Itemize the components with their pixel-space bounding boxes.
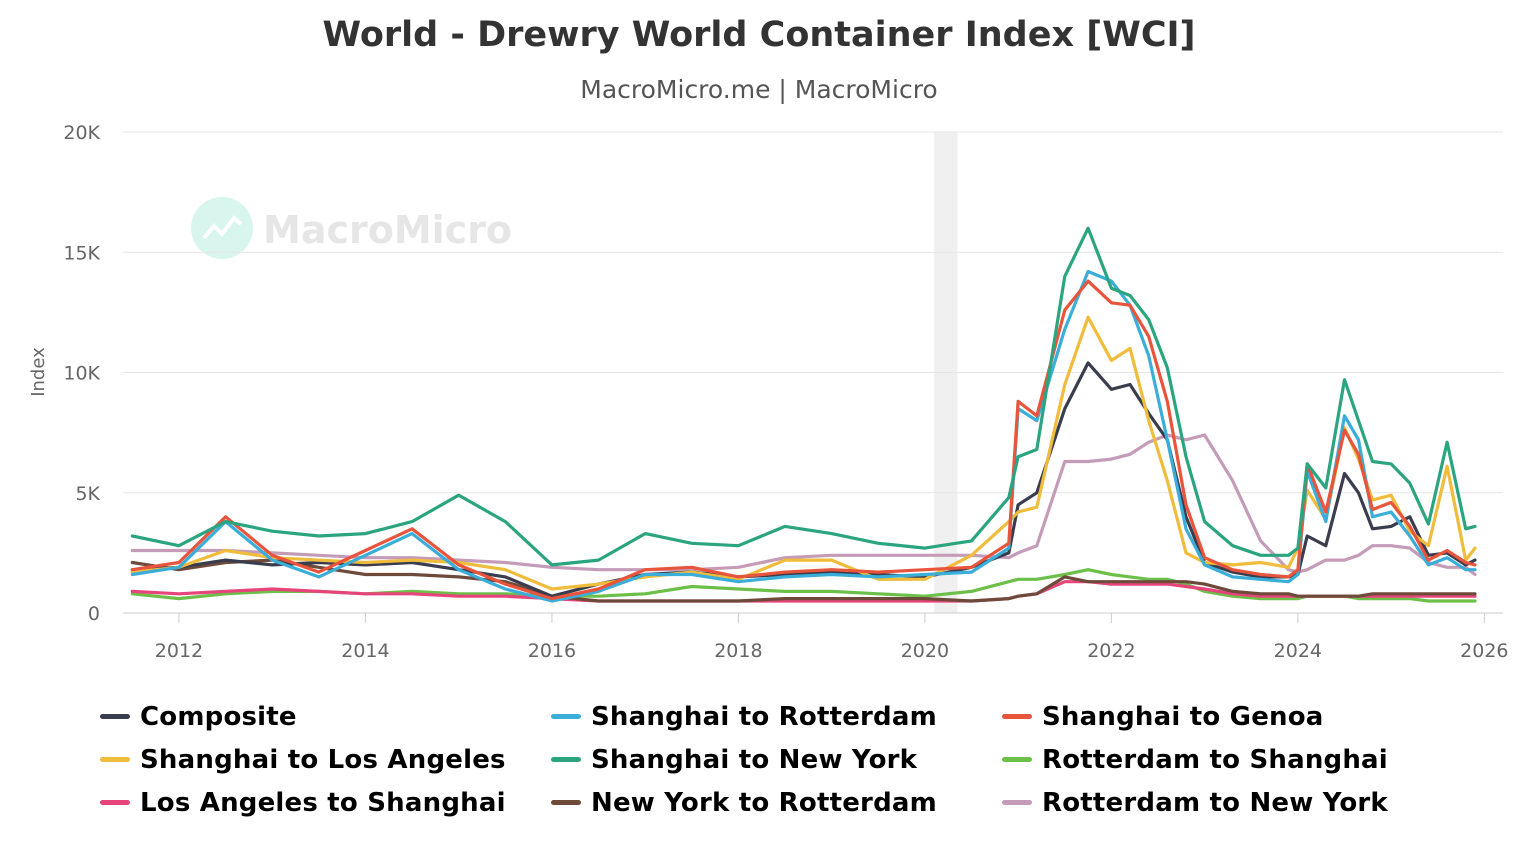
legend-label-los-angeles-shanghai: Los Angeles to Shanghai — [140, 787, 506, 818]
legend-label-new-york-rotterdam: New York to Rotterdam — [591, 787, 937, 818]
x-axis-ticks: 2012 2014 2016 2018 2020 2022 2024 2026 — [155, 613, 1509, 662]
watermark-text: MacroMicro — [263, 208, 512, 252]
chart-svg: World - Drewry World Container Index [WC… — [28, 15, 1509, 662]
series-line-shanghai-to-new-york — [130, 226, 1477, 567]
x-tick-label: 2026 — [1460, 640, 1508, 662]
y-axis-label: Index — [28, 347, 49, 397]
series-line-rotterdam-to-new-york — [130, 433, 1477, 577]
legend-swatch-los-angeles-shanghai — [100, 800, 130, 805]
legend-item-shanghai-rotterdam[interactable]: Shanghai to Rotterdam — [551, 698, 1002, 735]
legend-item-shanghai-new-york[interactable]: Shanghai to New York — [551, 741, 1002, 778]
legend-item-shanghai-genoa[interactable]: Shanghai to Genoa — [1002, 698, 1453, 735]
legend-item-rotterdam-shanghai[interactable]: Rotterdam to Shanghai — [1002, 741, 1453, 778]
legend-label-shanghai-los-angeles: Shanghai to Los Angeles — [140, 744, 506, 775]
legend-label-shanghai-rotterdam: Shanghai to Rotterdam — [591, 701, 937, 732]
x-tick-label: 2018 — [714, 640, 762, 662]
gridlines — [123, 131, 1503, 494]
y-tick-label: 10K — [63, 363, 100, 385]
legend-swatch-composite — [100, 714, 130, 719]
legend-swatch-new-york-rotterdam — [551, 800, 581, 805]
y-tick-label: 20K — [63, 122, 100, 144]
y-axis-ticks: 0 5K 10K 15K 20K — [63, 122, 100, 625]
watermark-logo-icon — [191, 197, 253, 259]
x-tick-label: 2014 — [341, 640, 389, 662]
legend-label-rotterdam-shanghai: Rotterdam to Shanghai — [1042, 744, 1388, 775]
y-tick-label: 15K — [63, 242, 100, 264]
legend-swatch-rotterdam-new-york — [1002, 800, 1032, 805]
legend-item-shanghai-los-angeles[interactable]: Shanghai to Los Angeles — [100, 741, 551, 778]
legend-label-composite: Composite — [140, 701, 297, 732]
x-tick-label: 2022 — [1087, 640, 1135, 662]
y-tick-label: 5K — [75, 483, 100, 505]
y-tick-label: 0 — [88, 603, 100, 625]
legend-swatch-shanghai-rotterdam — [551, 714, 581, 719]
legend-label-shanghai-new-york: Shanghai to New York — [591, 744, 918, 775]
watermark: MacroMicro — [191, 197, 512, 259]
watermark-trend-icon — [202, 215, 243, 240]
legend-label-rotterdam-new-york: Rotterdam to New York — [1042, 787, 1388, 818]
series-line-shanghai-to-rotterdam — [130, 269, 1477, 603]
series-line-shanghai-to-genoa — [130, 279, 1477, 601]
series-lines — [130, 226, 1477, 603]
series-line-shanghai-to-los-angeles — [130, 315, 1477, 591]
x-tick-label: 2020 — [901, 640, 949, 662]
legend-item-new-york-rotterdam[interactable]: New York to Rotterdam — [551, 784, 1002, 821]
x-tick-label: 2012 — [155, 640, 203, 662]
legend-swatch-rotterdam-shanghai — [1002, 757, 1032, 762]
legend-item-los-angeles-shanghai[interactable]: Los Angeles to Shanghai — [100, 784, 551, 821]
chart-subtitle: MacroMicro.me | MacroMicro — [580, 75, 937, 104]
legend-label-shanghai-genoa: Shanghai to Genoa — [1042, 701, 1324, 732]
legend-swatch-shanghai-genoa — [1002, 714, 1032, 719]
x-tick-label: 2016 — [528, 640, 576, 662]
x-tick-label: 2024 — [1274, 640, 1322, 662]
chart-title: World - Drewry World Container Index [WC… — [322, 15, 1195, 55]
legend-item-composite[interactable]: Composite — [100, 698, 551, 735]
legend-swatch-shanghai-new-york — [551, 757, 581, 762]
legend: Composite Shanghai to Rotterdam Shanghai… — [100, 698, 1500, 821]
legend-swatch-shanghai-los-angeles — [100, 757, 130, 762]
legend-item-rotterdam-new-york[interactable]: Rotterdam to New York — [1002, 784, 1453, 821]
series-line-new-york-to-rotterdam — [130, 558, 1477, 603]
